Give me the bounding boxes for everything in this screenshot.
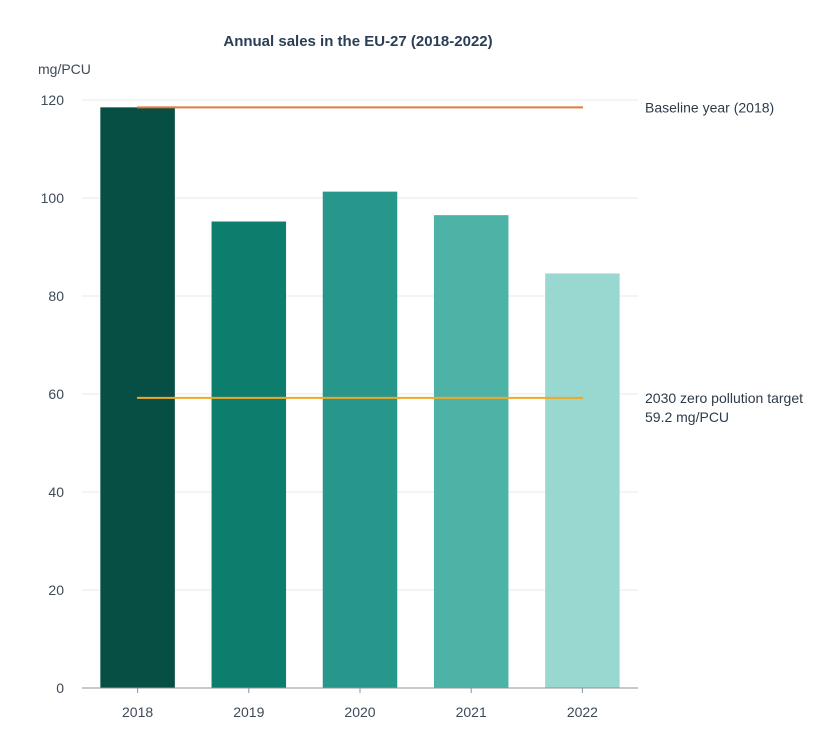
y-tick-label: 20 <box>48 582 64 598</box>
chart-title: Annual sales in the EU-27 (2018-2022) <box>223 33 492 50</box>
y-tick-label: 120 <box>41 92 65 108</box>
y-tick-label: 40 <box>48 484 64 500</box>
x-tick-label: 2018 <box>122 704 153 720</box>
x-tick-label: 2021 <box>456 704 487 720</box>
bar-2019 <box>211 221 287 688</box>
bar-2020 <box>322 191 398 688</box>
reference-line-label: 59.2 mg/PCU <box>645 409 729 425</box>
x-tick-label: 2020 <box>344 704 375 720</box>
y-tick-label: 100 <box>41 190 65 206</box>
bar-2022 <box>545 273 620 688</box>
y-tick-label: 80 <box>48 288 64 304</box>
y-axis-unit-label: mg/PCU <box>38 61 91 77</box>
axes: 0 20 40 60 80 100 120 2018 2019 2020 2021 2022 <box>41 92 638 720</box>
reference-lines: Baseline year (2018) 2030 zero pollution … <box>137 99 803 425</box>
x-tick-label: 2022 <box>567 704 598 720</box>
y-tick-label: 60 <box>48 386 64 402</box>
y-tick-label: 0 <box>56 680 64 696</box>
reference-line-label: Baseline year (2018) <box>645 99 774 115</box>
bar-2021 <box>433 215 509 688</box>
bars <box>100 107 620 689</box>
x-tick-label: 2019 <box>233 704 264 720</box>
reference-line-label: 2030 zero pollution target <box>645 390 803 406</box>
